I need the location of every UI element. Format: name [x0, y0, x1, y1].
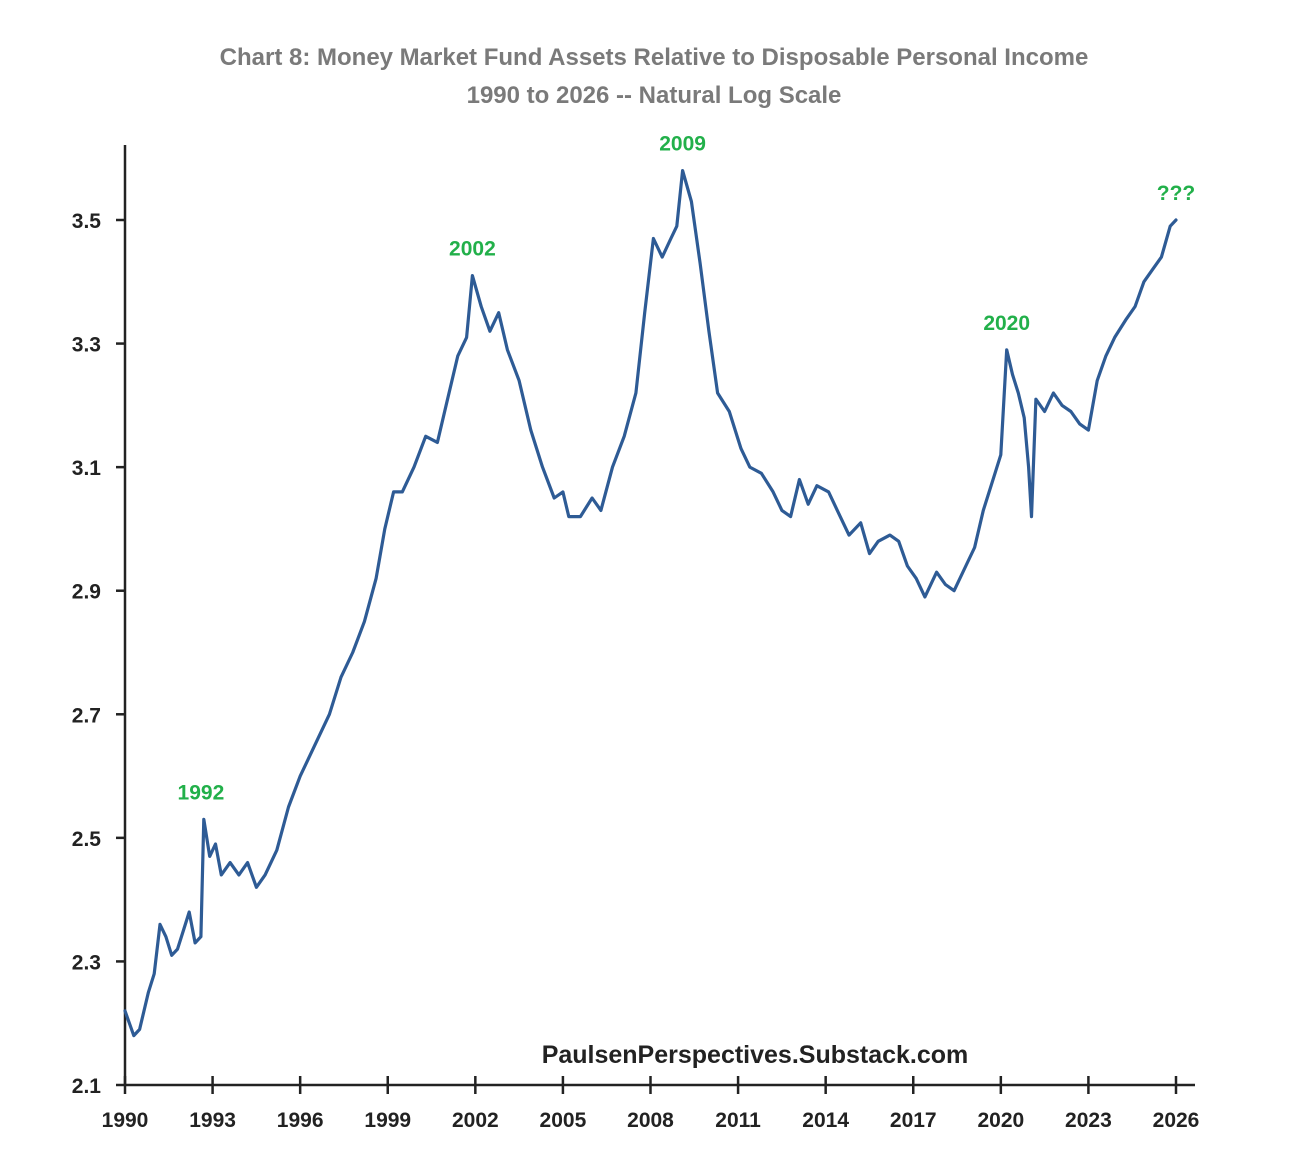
y-tick-label: 2.1 [72, 1075, 102, 1098]
annotation-label: 2002 [449, 238, 496, 261]
series [123, 169, 1178, 1038]
chart-subtitle: 1990 to 2026 -- Natural Log Scale [466, 82, 842, 109]
y-tick-label: 3.5 [72, 210, 102, 233]
x-tick-label: 2014 [802, 1109, 849, 1132]
annotation-label: 2020 [983, 312, 1030, 335]
chart-title: Chart 8: Money Market Fund Assets Relati… [219, 44, 1089, 71]
x-tick-label: 2020 [977, 1109, 1024, 1132]
y-tick-label: 2.9 [72, 581, 101, 604]
axes [123, 145, 1195, 1087]
x-tick-label: 2023 [1065, 1109, 1112, 1132]
x-tick-label: 2008 [627, 1109, 674, 1132]
x-tick-label: 1996 [277, 1109, 324, 1132]
x-tick-label: 1990 [102, 1109, 149, 1132]
x-tick-label: 2011 [715, 1109, 761, 1132]
x-tick-label: 2026 [1153, 1109, 1200, 1132]
y-tick-label: 2.5 [72, 828, 102, 851]
x-tick-label: 1993 [189, 1109, 236, 1132]
x-tick-label: 2005 [540, 1109, 587, 1132]
annotations: 1992 2002 2009 2020??? [178, 133, 1196, 805]
annotation-label: 1992 [178, 781, 225, 804]
source-label: PaulsenPerspectives.Substack.com [542, 1041, 969, 1069]
x-tick-label: 2017 [890, 1109, 937, 1132]
annotation-label: 2009 [659, 133, 706, 156]
y-tick-label: 3.3 [72, 334, 101, 357]
x-tick-label: 2002 [452, 1109, 499, 1132]
y-tick-label: 2.3 [72, 951, 101, 974]
x-tick-label: 1999 [364, 1109, 411, 1132]
ticks: 2.1 2.3 2.5 2.7 2.9 3.1 3.3 3.5 1990 1993 1996 1999… [72, 210, 1200, 1132]
series-line [123, 169, 1178, 1038]
annotation-label: ??? [1157, 182, 1195, 205]
y-tick-label: 2.7 [72, 704, 101, 727]
y-tick-label: 3.1 [72, 457, 102, 480]
